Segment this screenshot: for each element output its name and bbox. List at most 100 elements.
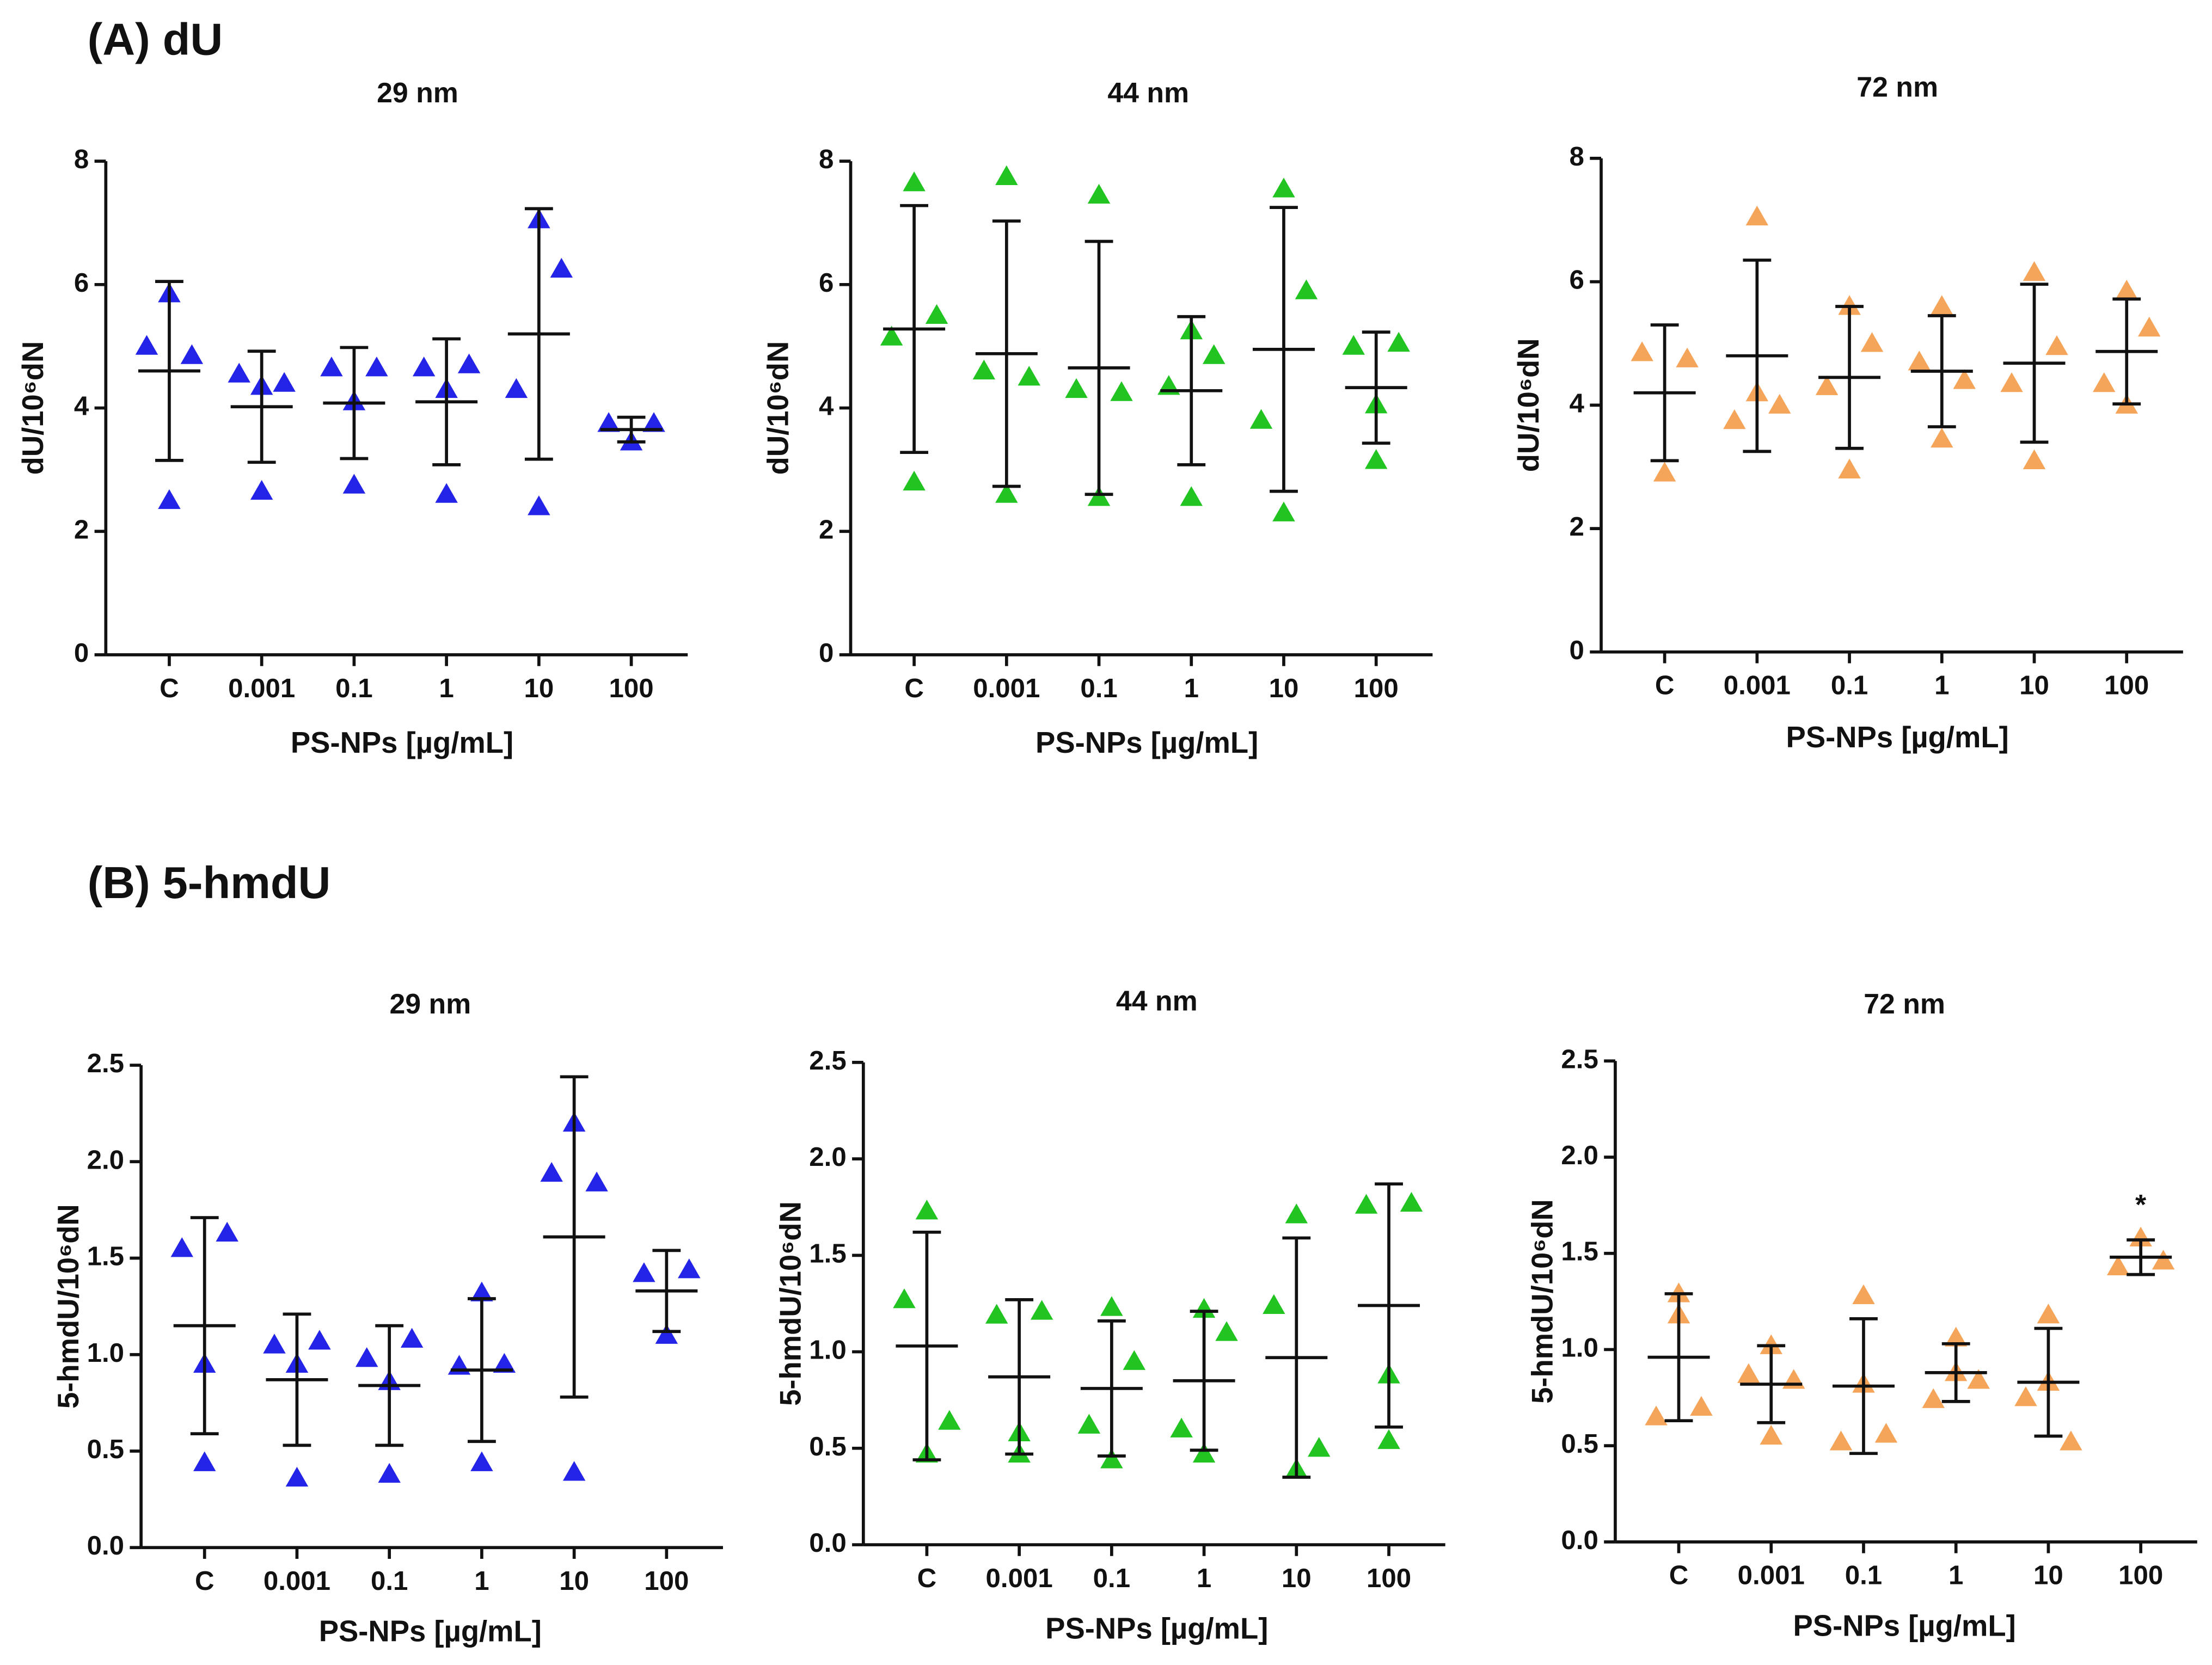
data-point: [1782, 1369, 1805, 1389]
x-tick-label: 0.1: [335, 673, 372, 703]
data-point: [1645, 1405, 1668, 1426]
y-tick-label: 2.5: [1561, 1044, 1598, 1074]
data-point: [550, 257, 573, 278]
x-axis-label: PS-NPs [µg/mL]: [319, 1615, 542, 1648]
x-tick-label: C: [917, 1563, 937, 1593]
y-axis-label: 5-hmdU/10⁶dN: [774, 1201, 807, 1406]
y-tick-label: 6: [819, 268, 834, 298]
x-tick-label: 1: [1948, 1560, 1963, 1590]
data-point: [1387, 331, 1410, 352]
x-tick-label: 1: [1184, 673, 1199, 703]
x-tick-label: 1: [1197, 1563, 1211, 1593]
data-point: [250, 480, 273, 500]
data-point: [135, 335, 158, 355]
panel-title: 29 nm: [389, 988, 471, 1019]
data-point: [1100, 1448, 1123, 1469]
data-point: [1944, 1326, 1968, 1347]
data-point: [1272, 501, 1295, 521]
data-point: [1295, 279, 1318, 299]
y-tick-label: 2.0: [87, 1145, 124, 1175]
y-tick-label: 2: [1570, 512, 1584, 542]
x-tick-label: C: [904, 673, 924, 703]
data-point: [655, 1324, 678, 1344]
y-tick-label: 0.0: [1561, 1525, 1598, 1555]
data-point: [158, 489, 181, 509]
data-point: [1364, 449, 1388, 469]
y-tick-label: 6: [74, 268, 89, 298]
y-tick-label: 0: [74, 638, 89, 668]
y-tick-label: 4: [819, 391, 834, 421]
data-point: [985, 1304, 1008, 1324]
data-point: [1815, 375, 1839, 395]
x-tick-label: 1: [1934, 671, 1949, 701]
x-tick-label: 100: [1354, 673, 1399, 703]
data-point: [1123, 1350, 1146, 1370]
x-tick-label: 10: [524, 673, 554, 703]
data-point: [1768, 394, 1791, 414]
data-point: [1723, 409, 1746, 429]
data-point: [642, 412, 665, 432]
y-tick-label: 2: [74, 514, 89, 544]
x-tick-label: 0.1: [1845, 1560, 1882, 1590]
data-point: [493, 1353, 516, 1373]
data-point: [470, 1281, 493, 1301]
data-point: [1860, 332, 1884, 352]
x-tick-label: 100: [2118, 1560, 2163, 1590]
data-point: [1400, 1191, 1423, 1212]
x-axis-label: PS-NPs [µg/mL]: [1035, 726, 1258, 759]
data-point: [1377, 1429, 1400, 1449]
data-point: [678, 1258, 701, 1279]
data-point: [1737, 1363, 1760, 1383]
data-point: [903, 171, 926, 192]
x-tick-label: 1: [474, 1566, 489, 1596]
y-axis-label: dU/10⁶dN: [16, 341, 50, 475]
x-tick-label: 0.1: [371, 1566, 408, 1596]
data-point: [1100, 1296, 1123, 1316]
y-tick-label: 2.5: [809, 1046, 846, 1076]
data-point: [342, 474, 366, 494]
data-point: [412, 357, 436, 377]
data-point: [1690, 1396, 1713, 1416]
data-point: [1215, 1321, 1238, 1341]
y-tick-label: 6: [1570, 265, 1584, 295]
data-point: [903, 470, 926, 491]
x-tick-label: C: [160, 673, 179, 703]
data-point: [2037, 1304, 2060, 1324]
x-tick-label: 100: [1367, 1563, 1411, 1593]
x-tick-label: 10: [559, 1566, 589, 1596]
y-tick-label: 0.5: [809, 1431, 846, 1461]
data-point: [880, 325, 903, 346]
data-point: [2129, 1226, 2152, 1246]
data-point: [1030, 1300, 1053, 1320]
x-tick-label: 10: [1282, 1563, 1312, 1593]
x-tick-label: C: [195, 1566, 215, 1596]
data-point: [1355, 1194, 1378, 1214]
data-point: [170, 1237, 193, 1257]
data-point: [2093, 372, 2116, 392]
y-axis-label: dU/10⁶dN: [1512, 338, 1545, 472]
y-tick-label: 1.5: [87, 1242, 124, 1271]
y-tick-label: 0.0: [87, 1531, 124, 1560]
data-point: [1760, 1424, 1782, 1445]
x-tick-label: 0.001: [1724, 671, 1791, 701]
x-tick-label: 0.001: [228, 673, 295, 703]
data-point: [1263, 1294, 1285, 1314]
data-point: [1653, 462, 1676, 482]
y-tick-label: 2.5: [87, 1048, 124, 1078]
y-tick-label: 8: [819, 144, 834, 174]
data-point: [2152, 1250, 2175, 1270]
data-point: [938, 1410, 961, 1430]
y-tick-label: 4: [1570, 388, 1585, 418]
data-point: [597, 412, 620, 432]
data-point: [180, 344, 204, 364]
data-point: [2115, 279, 2138, 300]
data-point: [1110, 381, 1133, 401]
x-tick-label: 10: [2033, 1560, 2063, 1590]
data-point: [1087, 183, 1111, 204]
data-point: [540, 1162, 563, 1182]
data-point: [925, 304, 948, 324]
data-point: [1249, 409, 1273, 429]
data-point: [2137, 316, 2161, 337]
y-tick-label: 2: [819, 514, 834, 544]
